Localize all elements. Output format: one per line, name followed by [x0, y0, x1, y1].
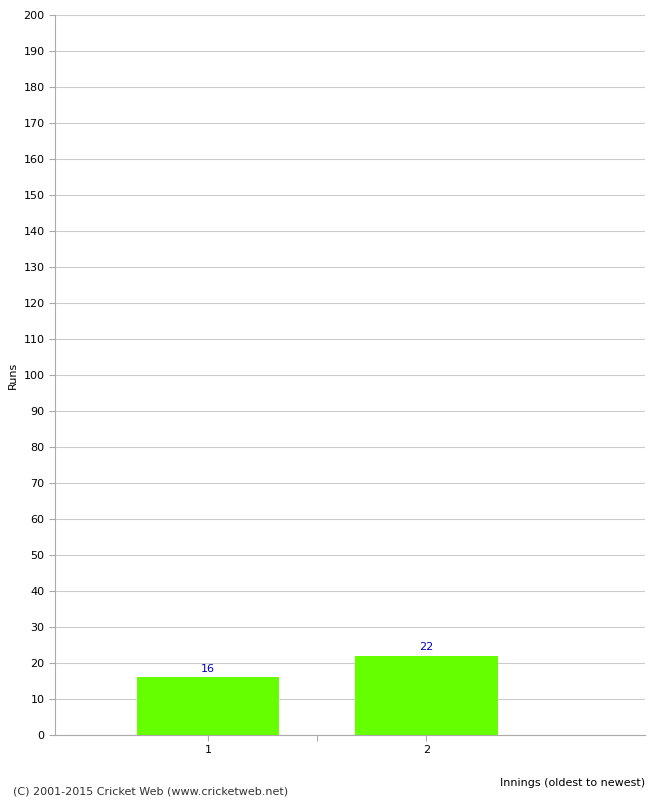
Text: Innings (oldest to newest): Innings (oldest to newest) — [500, 778, 645, 788]
Y-axis label: Runs: Runs — [8, 362, 18, 389]
Bar — [356, 656, 497, 735]
Text: (C) 2001-2015 Cricket Web (www.cricketweb.net): (C) 2001-2015 Cricket Web (www.cricketwe… — [13, 786, 288, 796]
Text: 22: 22 — [419, 642, 434, 652]
Bar — [137, 678, 279, 735]
Text: 16: 16 — [201, 664, 215, 674]
